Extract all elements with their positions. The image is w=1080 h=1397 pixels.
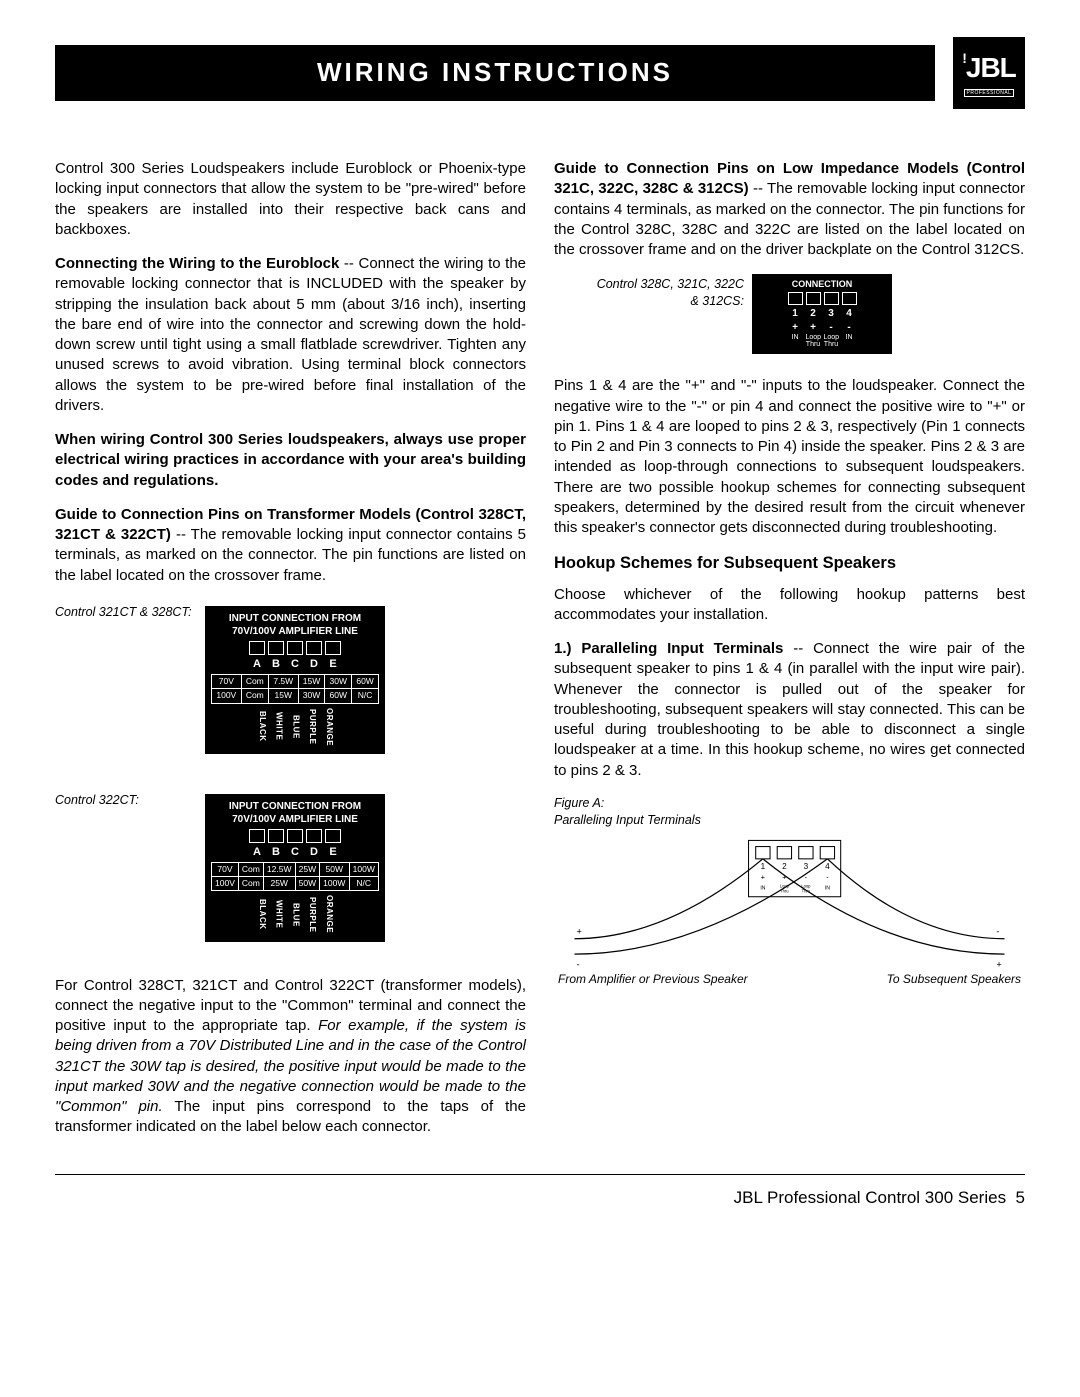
svg-text:-: -: [577, 959, 580, 969]
connector-block: CONNECTION 1234 ++-- INLoop ThruLoop Thr…: [752, 274, 892, 354]
warning-para: When wiring Control 300 Series loudspeak…: [55, 430, 526, 491]
connector-block: INPUT CONNECTION FROM 70V/100V AMPLIFIER…: [205, 794, 385, 942]
page-number: 5: [1016, 1188, 1025, 1207]
transformer-diagram-2: Control 322CT: INPUT CONNECTION FROM 70V…: [55, 788, 526, 958]
para: Control 300 Series Loudspeakers include …: [55, 159, 526, 240]
connector-block: INPUT CONNECTION FROM 70V/100V AMPLIFIER…: [205, 606, 385, 754]
tap-table: 70VCom7.5W15W30W60W 100VCom15W30W60WN/C: [211, 674, 379, 704]
svg-text:+: +: [996, 959, 1001, 969]
content-columns: Control 300 Series Loudspeakers include …: [55, 159, 1025, 1152]
low-impedance-diagram: Control 328C, 321C, 322C & 312CS: CONNEC…: [594, 274, 1025, 360]
wiring-diagram-svg: 1 2 3 4 + + - - IN Loop Thru Loop Thru I…: [554, 833, 1025, 983]
para: Connecting the Wiring to the Euroblock -…: [55, 254, 526, 416]
diagram-caption: Control 321CT & 328CT:: [55, 600, 195, 621]
transformer-diagram-1: Control 321CT & 328CT: INPUT CONNECTION …: [55, 600, 526, 770]
svg-text:IN: IN: [825, 885, 830, 891]
svg-text:-: -: [996, 926, 999, 936]
para: 1.) Paralleling Input Terminals -- Conne…: [554, 639, 1025, 781]
para: Guide to Connection Pins on Low Impedanc…: [554, 159, 1025, 260]
svg-text:+: +: [577, 926, 582, 936]
figure-caption: Figure A: Paralleling Input Terminals: [554, 795, 1025, 829]
para: Guide to Connection Pins on Transformer …: [55, 505, 526, 586]
svg-text:1: 1: [761, 862, 766, 871]
diagram-header: INPUT CONNECTION FROM 70V/100V AMPLIFIER…: [211, 612, 379, 639]
svg-text:+: +: [761, 873, 765, 881]
gap: [935, 45, 953, 109]
para: Pins 1 & 4 are the "+" and "-" inputs to…: [554, 376, 1025, 538]
svg-text:2: 2: [782, 862, 787, 871]
diagram-caption: Control 328C, 321C, 322C & 312CS:: [594, 274, 744, 310]
page-footer: JBL Professional Control 300 Series 5: [55, 1174, 1025, 1210]
section-heading: Hookup Schemes for Subsequent Speakers: [554, 552, 1025, 574]
figure-label-left: From Amplifier or Previous Speaker: [558, 971, 748, 987]
figure-label-right: To Subsequent Speakers: [887, 971, 1021, 987]
left-column: Control 300 Series Loudspeakers include …: [55, 159, 526, 1152]
footer-text: JBL Professional Control 300 Series: [734, 1188, 1006, 1207]
right-column: Guide to Connection Pins on Low Impedanc…: [554, 159, 1025, 1152]
svg-text:-: -: [826, 873, 829, 881]
header: WIRING INSTRUCTIONS !JBL PROFESSIONAL: [55, 45, 1025, 109]
svg-text:4: 4: [825, 862, 830, 871]
figure-a: Figure A: Paralleling Input Terminals 1 …: [554, 795, 1025, 987]
para: For Control 328CT, 321CT and Control 322…: [55, 976, 526, 1138]
svg-text:IN: IN: [760, 885, 765, 891]
logo-text: !JBL: [962, 49, 1016, 87]
svg-text:3: 3: [804, 862, 809, 871]
para: Choose whichever of the following hookup…: [554, 585, 1025, 626]
brand-logo: !JBL PROFESSIONAL: [953, 37, 1025, 109]
logo-sub: PROFESSIONAL: [964, 89, 1015, 98]
page-title: WIRING INSTRUCTIONS: [55, 45, 935, 101]
diagram-caption: Control 322CT:: [55, 788, 195, 809]
